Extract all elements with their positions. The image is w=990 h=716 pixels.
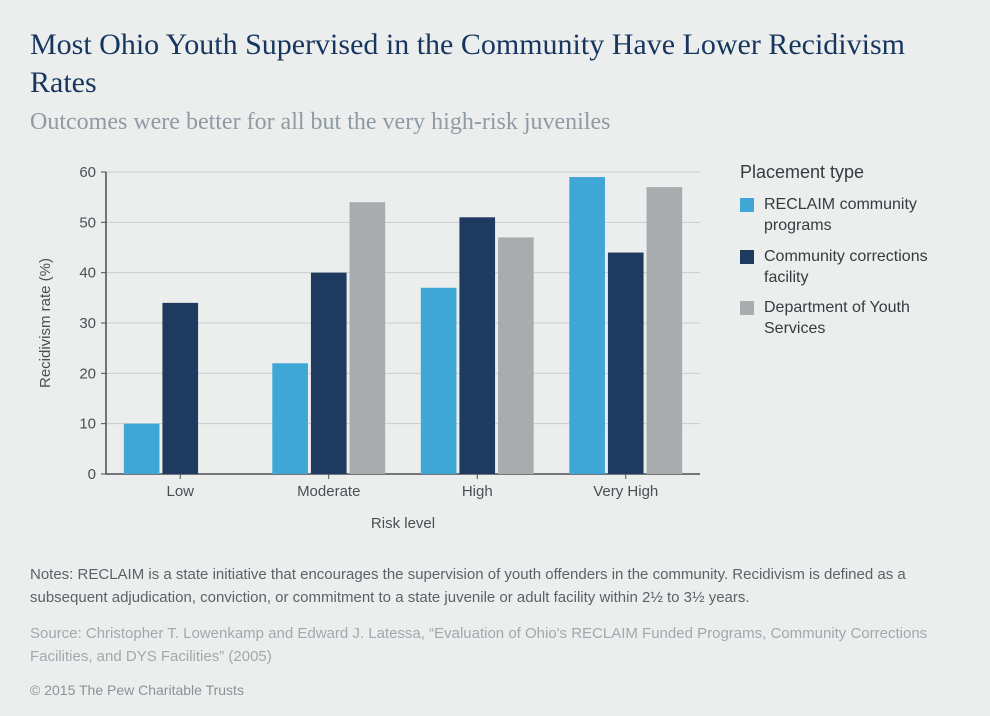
svg-text:0: 0 (88, 466, 96, 483)
chart-notes: Notes: RECLAIM is a state initiative tha… (30, 564, 960, 609)
svg-text:High: High (462, 483, 493, 500)
svg-text:40: 40 (79, 265, 96, 282)
svg-text:20: 20 (79, 366, 96, 383)
bar (647, 187, 683, 474)
bar (162, 303, 198, 474)
svg-text:Risk level: Risk level (371, 515, 435, 532)
legend-swatch (740, 301, 754, 315)
bar (459, 217, 495, 474)
legend-item: Department of Youth Services (740, 298, 960, 340)
legend: Placement type RECLAIM community program… (710, 158, 960, 350)
legend-item: RECLAIM community programs (740, 195, 960, 237)
svg-text:60: 60 (79, 164, 96, 181)
figure-panel: Most Ohio Youth Supervised in the Commun… (0, 0, 990, 716)
chart-subtitle: Outcomes were better for all but the ver… (30, 107, 960, 138)
svg-text:Low: Low (166, 483, 194, 500)
svg-text:50: 50 (79, 215, 96, 232)
legend-label: Department of Youth Services (764, 298, 960, 340)
svg-text:30: 30 (79, 315, 96, 332)
chart-source: Source: Christopher T. Lowenkamp and Edw… (30, 623, 960, 668)
svg-text:Recidivism rate (%): Recidivism rate (%) (37, 258, 54, 388)
bar (608, 253, 644, 474)
bar (311, 273, 347, 474)
legend-items: RECLAIM community programs Community corr… (740, 195, 960, 340)
bar (569, 177, 605, 474)
bar (350, 202, 386, 474)
copyright-line: © 2015 The Pew Charitable Trusts (30, 682, 960, 698)
legend-label: RECLAIM community programs (764, 195, 960, 237)
bar-chart-svg: 0 10 20 30 40 50 60 Low Moderate High Very High Ris… (30, 158, 710, 538)
svg-text:Moderate: Moderate (297, 483, 360, 500)
chart-area: 0 10 20 30 40 50 60 Low Moderate High Very High Ris… (30, 158, 710, 538)
bar (498, 238, 534, 475)
bar (421, 288, 457, 474)
legend-swatch (740, 250, 754, 264)
svg-text:Very High: Very High (593, 483, 658, 500)
bar (124, 424, 160, 474)
legend-swatch (740, 198, 754, 212)
legend-label: Community corrections facility (764, 247, 960, 289)
svg-text:10: 10 (79, 416, 96, 433)
chart-row: 0 10 20 30 40 50 60 Low Moderate High Very High Ris… (30, 158, 960, 538)
chart-title: Most Ohio Youth Supervised in the Commun… (30, 26, 960, 101)
legend-title: Placement type (740, 162, 960, 183)
bar (272, 363, 308, 474)
legend-item: Community corrections facility (740, 247, 960, 289)
